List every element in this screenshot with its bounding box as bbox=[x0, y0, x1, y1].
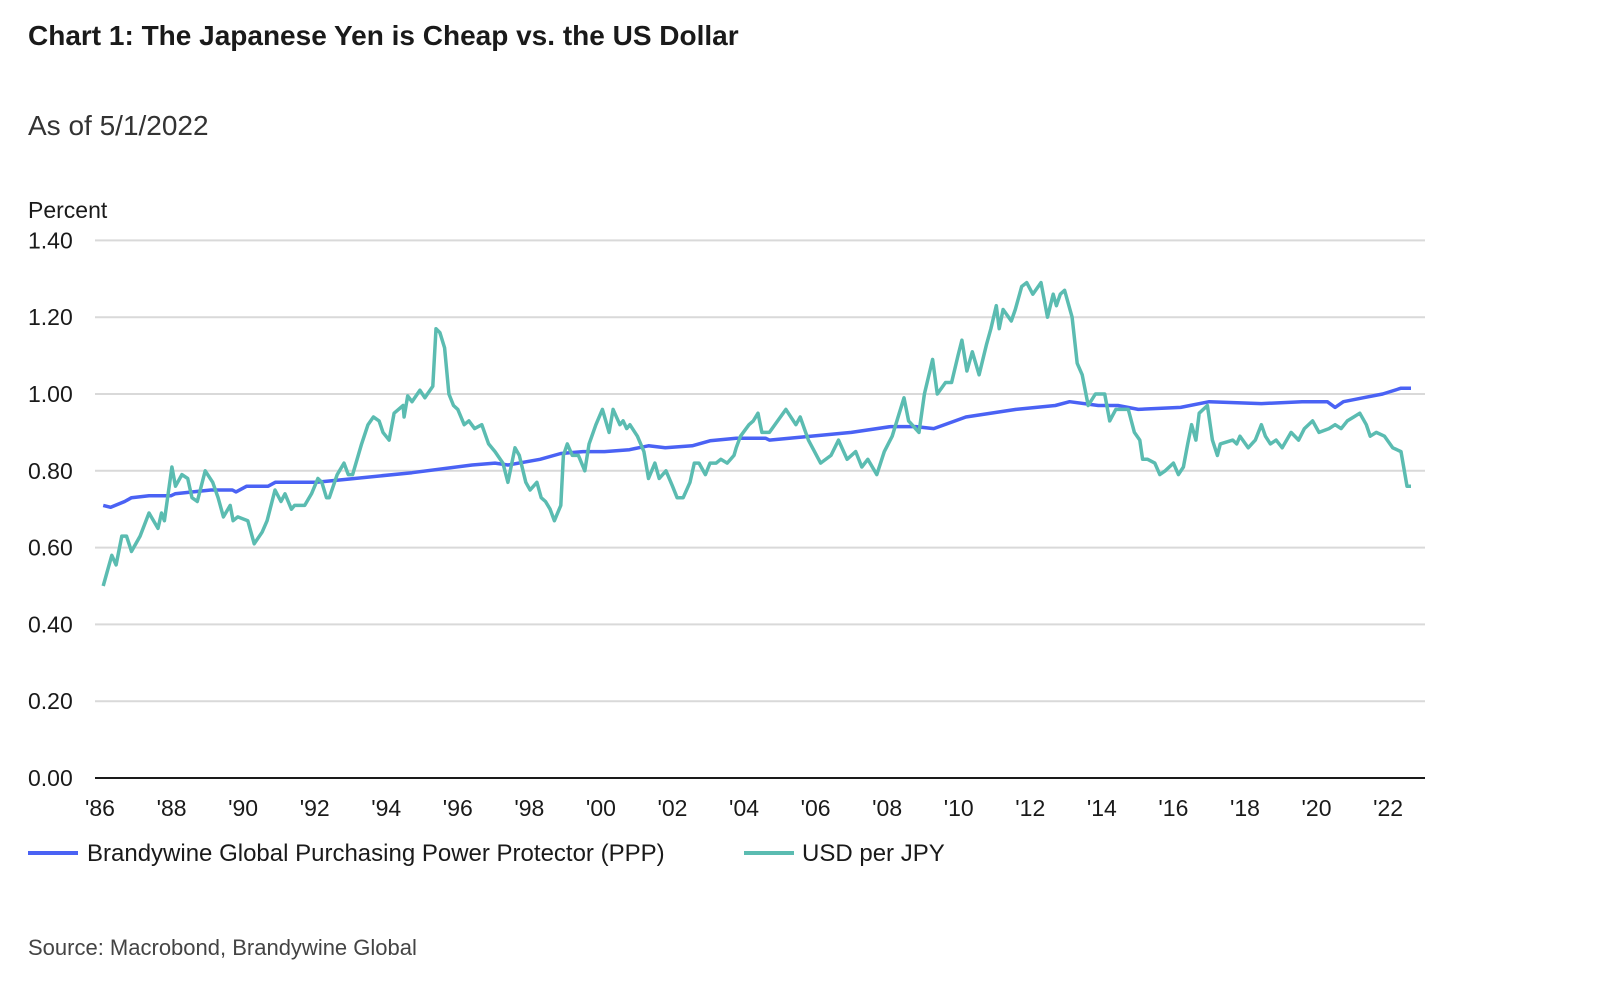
x-tick-label: '10 bbox=[944, 795, 974, 821]
legend: Brandywine Global Purchasing Power Prote… bbox=[28, 840, 945, 867]
gridlines bbox=[95, 239, 1425, 703]
series-lines bbox=[101, 280, 1411, 587]
x-tick-label: '18 bbox=[1230, 795, 1260, 821]
x-tick-label: '92 bbox=[300, 795, 330, 821]
x-tick-label: '16 bbox=[1158, 795, 1188, 821]
y-axis-ticks: 0.00 0.20 0.40 0.60 0.80 1.00 1.20 1.40 bbox=[28, 227, 73, 791]
x-tick-label: '04 bbox=[729, 795, 759, 821]
x-tick-label: '06 bbox=[801, 795, 831, 821]
x-tick-label: '90 bbox=[228, 795, 258, 821]
x-tick-label: '98 bbox=[514, 795, 544, 821]
x-tick-label: '00 bbox=[586, 795, 616, 821]
x-tick-label: '02 bbox=[657, 795, 687, 821]
x-tick-label: '86 bbox=[85, 795, 115, 821]
chart-title: Chart 1: The Japanese Yen is Cheap vs. t… bbox=[28, 20, 739, 51]
x-tick-label: '88 bbox=[157, 795, 187, 821]
y-tick-label: 0.80 bbox=[28, 458, 73, 484]
x-axis-ticks: '86 '88 '90 '92 '94 '96 '98 '00 '02 '04 '06 '08 '10 '… bbox=[85, 795, 1403, 821]
chart-subtitle: As of 5/1/2022 bbox=[28, 110, 209, 141]
legend-label-usd-jpy: USD per JPY bbox=[802, 840, 945, 867]
y-tick-label: 1.00 bbox=[28, 381, 73, 407]
y-tick-label: 0.00 bbox=[28, 765, 73, 791]
x-tick-label: '08 bbox=[872, 795, 902, 821]
y-tick-label: 1.20 bbox=[28, 304, 73, 330]
y-axis-label: Percent bbox=[28, 197, 108, 223]
y-tick-label: 1.40 bbox=[28, 227, 73, 253]
y-tick-label: 0.40 bbox=[28, 611, 73, 637]
y-tick-label: 0.60 bbox=[28, 535, 73, 561]
series-line-usd-per-jpy bbox=[101, 280, 1411, 587]
x-tick-label: '94 bbox=[371, 795, 401, 821]
x-tick-label: '20 bbox=[1302, 795, 1332, 821]
x-tick-label: '12 bbox=[1015, 795, 1045, 821]
legend-label-ppp: Brandywine Global Purchasing Power Prote… bbox=[87, 840, 665, 867]
series-line-ppp bbox=[102, 386, 1411, 510]
source-note: Source: Macrobond, Brandywine Global bbox=[28, 935, 417, 960]
x-tick-label: '96 bbox=[443, 795, 473, 821]
x-tick-label: '14 bbox=[1087, 795, 1117, 821]
y-tick-label: 0.20 bbox=[28, 688, 73, 714]
x-tick-label: '22 bbox=[1373, 795, 1403, 821]
